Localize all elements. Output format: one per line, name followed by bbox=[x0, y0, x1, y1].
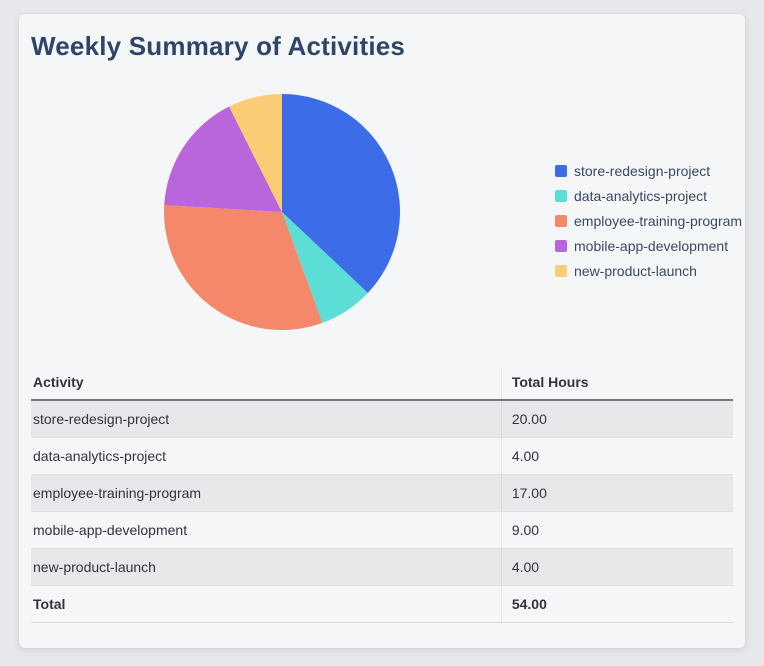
column-header-activity: Activity bbox=[31, 368, 502, 401]
pie-chart-svg bbox=[164, 94, 401, 330]
table-row: employee-training-program 17.00 bbox=[31, 474, 733, 512]
activity-cell: employee-training-program bbox=[31, 474, 502, 512]
page-title: Weekly Summary of Activities bbox=[31, 31, 406, 61]
legend-item: employee-training-program bbox=[555, 208, 742, 233]
pie-slice-mobile-app-development bbox=[164, 106, 282, 212]
legend-label: employee-training-program bbox=[574, 212, 743, 229]
weekly-summary-card: Weekly Summary of Activities store-redes… bbox=[19, 14, 745, 648]
pie-chart bbox=[164, 94, 401, 330]
pie-slice-store-redesign-project bbox=[282, 94, 401, 293]
legend-label: mobile-app-development bbox=[574, 237, 729, 254]
activity-cell: new-product-launch bbox=[31, 548, 502, 586]
legend-item: mobile-app-development bbox=[555, 233, 742, 258]
activity-summary-table: Activity Total Hours store-redesign-proj… bbox=[31, 368, 733, 623]
legend-swatch-icon bbox=[555, 264, 567, 277]
hours-cell: 17.00 bbox=[500, 474, 733, 512]
column-header-total-hours: Total Hours bbox=[500, 368, 733, 401]
legend-item: store-redesign-project bbox=[555, 158, 742, 183]
table-total-row: Total 54.00 bbox=[31, 585, 733, 623]
pie-slice-data-analytics-project bbox=[282, 212, 368, 323]
table-row: mobile-app-development 9.00 bbox=[31, 511, 733, 549]
pie-slice-new-product-launch bbox=[229, 94, 282, 212]
total-label: Total bbox=[31, 585, 502, 623]
legend-item: new-product-launch bbox=[555, 258, 742, 283]
legend-swatch-icon bbox=[555, 239, 567, 252]
hours-cell: 9.00 bbox=[500, 511, 733, 549]
table-row: store-redesign-project 20.00 bbox=[31, 400, 733, 438]
hours-cell: 4.00 bbox=[500, 548, 733, 586]
activity-cell: mobile-app-development bbox=[31, 511, 502, 549]
legend-swatch-icon bbox=[555, 214, 567, 227]
legend-swatch-icon bbox=[555, 189, 567, 202]
hours-cell: 4.00 bbox=[500, 437, 733, 475]
table-header-row: Activity Total Hours bbox=[31, 368, 733, 401]
legend-label: store-redesign-project bbox=[574, 162, 711, 179]
chart-legend: store-redesign-project data-analytics-pr… bbox=[555, 158, 742, 283]
legend-swatch-icon bbox=[555, 164, 567, 177]
activity-cell: store-redesign-project bbox=[31, 400, 502, 438]
table-row: data-analytics-project 4.00 bbox=[31, 437, 733, 475]
legend-label: data-analytics-project bbox=[574, 187, 708, 204]
total-hours-value: 54.00 bbox=[500, 585, 733, 623]
table-row: new-product-launch 4.00 bbox=[31, 548, 733, 586]
chart-area: store-redesign-project data-analytics-pr… bbox=[31, 94, 742, 330]
activity-cell: data-analytics-project bbox=[31, 437, 502, 475]
legend-item: data-analytics-project bbox=[555, 183, 742, 208]
hours-cell: 20.00 bbox=[500, 400, 733, 438]
pie-slice-employee-training-program bbox=[164, 205, 323, 330]
legend-label: new-product-launch bbox=[574, 262, 697, 279]
